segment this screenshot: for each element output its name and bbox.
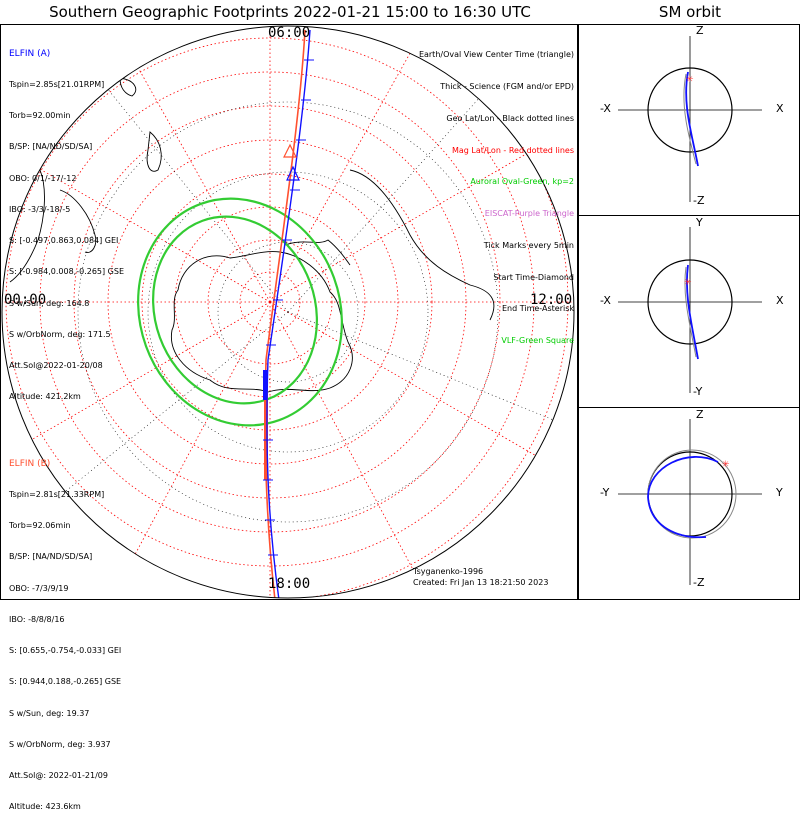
clock-label-top: 06:00: [268, 25, 311, 41]
sm3-label-top: Z: [696, 408, 704, 421]
elfin-a-line: S w/OrbNorm, deg: 171.5: [9, 329, 111, 339]
elfin-b-line: Att.Sol@: 2022-01-21/09: [9, 771, 108, 780]
clock-label-bottom: 18:00: [268, 576, 311, 592]
legend-entry: Auroral Oval-Green, kp=2: [470, 177, 574, 187]
elfin-b-line: S w/Sun, deg: 19.37: [9, 708, 90, 718]
elfin-b-center-triangle: [283, 143, 297, 158]
sm1-label-right: X: [776, 102, 784, 115]
sm3-label-bottom: -Z: [693, 576, 705, 589]
sm-orbit-xz: ✳: [618, 36, 762, 202]
sm1-label-top: Z: [696, 24, 704, 37]
elfin-b-line: Tspin=2.81s[21.33RPM]: [9, 490, 105, 500]
sm2-label-top: Y: [696, 216, 703, 229]
elfin-a-line: Torb=92.00min: [9, 111, 71, 121]
plot-title: Southern Geographic Footprints 2022-01-2…: [49, 3, 531, 21]
credit-created: Created: Fri Jan 13 18:21:50 2023: [413, 578, 549, 587]
sm-orbit-title: SM orbit: [658, 3, 722, 21]
elfin-a-line: S: [-0.497,0.863,0.084] GEI: [9, 236, 119, 246]
elfin-b-line: OBO: -7/3/9/19: [9, 583, 69, 593]
legend-entry: EISCAT-Purple Triangle: [484, 209, 574, 219]
clock-label-left: 00:00: [4, 292, 47, 308]
credit-model: Tsyganenko-1996: [413, 567, 484, 576]
track-ticks: [263, 59, 314, 556]
sm2-label-bottom: -Y: [693, 385, 703, 398]
legend-entry: Start Time-Diamond: [493, 272, 574, 282]
legend-entry: VLF-Green Square: [501, 336, 574, 346]
sm3-label-right: Y: [776, 486, 783, 499]
sm1-label-left: -X: [600, 102, 611, 115]
elfin-a-center-triangle: [286, 165, 300, 181]
footprint-map: [1, 25, 575, 599]
legend-entry: Geo Lat/Lon - Black dotted lines: [446, 113, 574, 123]
elfin-a-info: ELFIN (A) Tspin=2.85s[21.01RPM] Torb=92.…: [9, 28, 124, 413]
sm1-label-bottom: -Z: [693, 194, 705, 207]
svg-text:✳: ✳: [686, 75, 694, 85]
legend: Earth/Oval View Center Time (triangle) T…: [419, 29, 574, 357]
elfin-b-track: [264, 29, 306, 598]
elfin-b-line: B/SP: [NA/ND/SD/SA]: [9, 552, 93, 562]
elfin-a-line: Altitude: 421.2km: [9, 392, 81, 402]
auroral-ovals: [137, 197, 343, 427]
elfin-a-line: S w/Sun, deg: 164.8: [9, 298, 90, 308]
elfin-a-line: B/SP: [NA/ND/SD/SA]: [9, 142, 93, 152]
legend-entry: Tick Marks every 5min: [483, 240, 574, 250]
svg-text:✳: ✳: [684, 278, 692, 288]
elfin-b-line: Altitude: 423.6km: [9, 802, 81, 812]
sm-orbit-yz: ✳: [618, 419, 762, 585]
elfin-b-name: ELFIN (B): [9, 458, 51, 469]
clock-label-right: 12:00: [530, 292, 573, 308]
elfin-a-line: Tspin=2.85s[21.01RPM]: [9, 80, 105, 90]
legend-entry: Mag Lat/Lon - Red dotted lines: [451, 145, 574, 155]
sm3-label-left: -Y: [600, 486, 610, 499]
elfin-b-line: S: [0.655,-0.754,-0.033] GEI: [9, 646, 122, 656]
legend-entry: End Time-Asterisk: [501, 304, 574, 314]
elfin-b-line: Torb=92.06min: [9, 521, 71, 531]
elfin-b-line: S w/OrbNorm, deg: 3.937: [9, 739, 111, 749]
elfin-a-line: OBO: 0/1/-17/-12: [9, 173, 77, 183]
legend-entry: Earth/Oval View Center Time (triangle): [418, 50, 574, 60]
elfin-a-line: IBO: -3/3/-18/-5: [9, 204, 71, 214]
elfin-a-line: S: [-0.984,0.008,-0.265] GSE: [9, 267, 124, 277]
sm2-label-right: X: [776, 294, 784, 307]
sm2-label-left: -X: [600, 294, 611, 307]
geo-grid: [29, 29, 574, 523]
elfin-b-line: IBO: -8/8/8/16: [9, 614, 65, 624]
map-boundary: [1, 25, 575, 599]
elfin-b-info: ELFIN (B) Tspin=2.81s[21.33RPM] Torb=92.…: [9, 438, 121, 823]
sm-orbit-xy: ✳: [618, 227, 762, 393]
elfin-b-line: S: [0.944,0.188,-0.265] GSE: [9, 677, 122, 687]
svg-text:✳: ✳: [722, 460, 730, 470]
elfin-a-name: ELFIN (A): [9, 48, 51, 59]
legend-entry: Thick - Science (FGM and/or EPD): [440, 81, 574, 91]
elfin-a-line: Att.Sol@2022-01-20/08: [9, 361, 103, 370]
